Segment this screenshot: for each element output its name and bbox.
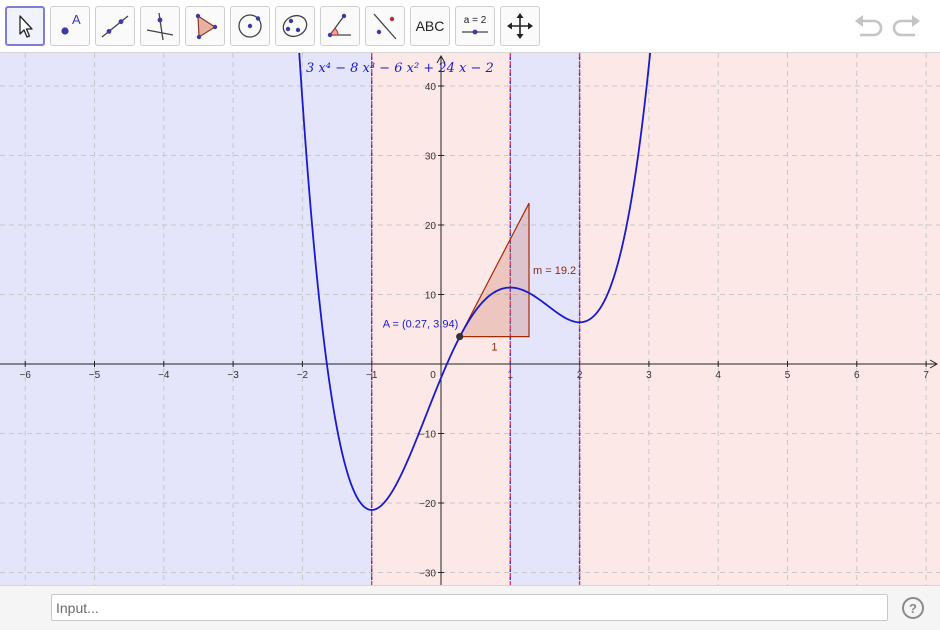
x-tick-label: 5 <box>785 370 791 381</box>
point-tool-button[interactable]: A <box>50 6 90 46</box>
slope-triangle <box>458 202 530 338</box>
y-tick-label: −30 <box>419 569 436 580</box>
x-tick-label: −3 <box>227 370 239 381</box>
reflect-line-icon <box>373 13 397 40</box>
y-axis-arrow <box>436 54 446 64</box>
toolbar: A <box>0 0 940 53</box>
slider-tool-label: a = 2 <box>464 15 487 26</box>
algebra-input[interactable] <box>51 594 888 621</box>
vertical-lines <box>371 53 581 585</box>
x-tick-label: 0 <box>430 370 436 381</box>
region-0 <box>0 53 372 585</box>
y-tick-label: 30 <box>425 152 437 163</box>
y-tick-label: −10 <box>419 430 436 441</box>
x-tick-label: −4 <box>158 370 170 381</box>
x-tick-label: 3 <box>646 370 652 381</box>
slope-label: m = 19.2 <box>533 265 576 277</box>
help-button[interactable]: ? <box>902 597 924 619</box>
polygon-tool-button[interactable] <box>185 6 225 46</box>
move-graphics-tool-button[interactable] <box>500 6 540 46</box>
x-tick-label: −2 <box>297 370 309 381</box>
slider-tool-button[interactable]: a = 2 <box>455 6 495 46</box>
function-curve[interactable] <box>298 53 652 511</box>
text-tool-button[interactable]: ABC <box>410 6 450 46</box>
graphics-view[interactable]: −6−5−4−3−2−10123456740302010−10−20−30 A … <box>0 53 940 585</box>
redo-icon <box>892 15 920 37</box>
redo-button[interactable] <box>889 12 923 42</box>
x-tick-label: 4 <box>715 370 721 381</box>
y-tick-label: 40 <box>425 82 437 93</box>
conic-tool-button[interactable] <box>275 6 315 46</box>
x-axis-arrow <box>929 359 939 369</box>
x-tick-label: 6 <box>854 370 860 381</box>
point-tool-label: A <box>72 12 81 27</box>
coordinate-plane[interactable]: −6−5−4−3−2−10123456740302010−10−20−30 A … <box>0 53 940 585</box>
line-through-points-icon <box>101 15 129 38</box>
undo-button[interactable] <box>852 12 886 42</box>
axes <box>0 54 939 585</box>
x-tick-label: −6 <box>19 370 31 381</box>
perpendicular-line-tool-button[interactable] <box>140 6 180 46</box>
arrow-pointer-icon <box>19 15 33 38</box>
point-a-label: A = (0.27, 3.94) <box>383 319 459 331</box>
y-tick-label: −20 <box>419 499 436 510</box>
slope-run-label: 1 <box>491 342 497 354</box>
text-tool-label: ABC <box>415 18 445 34</box>
slope-triangle-shape <box>458 202 530 338</box>
slider-icon: a = 2 <box>462 15 488 35</box>
circle-tool-button[interactable] <box>230 6 270 46</box>
region-3 <box>579 53 940 585</box>
reflect-tool-button[interactable] <box>365 6 405 46</box>
perpendicular-line-icon <box>146 12 174 41</box>
move-tool-button[interactable] <box>5 6 45 46</box>
x-tick-label: 7 <box>923 370 929 381</box>
circle-center-point-icon <box>238 14 262 38</box>
angle-icon <box>327 13 351 38</box>
point-icon: A <box>61 12 81 35</box>
ellipse-icon <box>282 14 308 38</box>
polygon-icon <box>195 13 218 40</box>
y-tick-label: 20 <box>425 221 437 232</box>
function-label: 3 x⁴ − 8 x³ − 6 x² + 24 x − 2 <box>306 61 494 76</box>
input-bar: ? <box>0 585 940 630</box>
line-tool-button[interactable] <box>95 6 135 46</box>
undo-icon <box>855 15 883 37</box>
point-a[interactable] <box>456 333 464 341</box>
move-view-icon <box>507 13 533 39</box>
x-tick-label: −5 <box>89 370 101 381</box>
y-tick-label: 10 <box>425 291 437 302</box>
angle-tool-button[interactable] <box>320 6 360 46</box>
